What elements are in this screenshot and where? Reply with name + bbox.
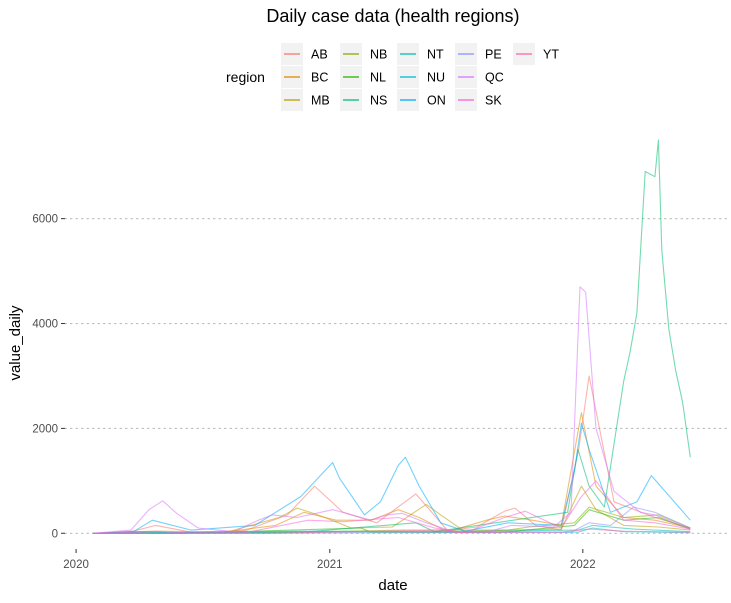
legend-entry-nu: NU [397, 66, 445, 88]
legend-label: NB [370, 48, 387, 62]
x-tick-label: 2022 [570, 559, 596, 571]
x-tick-label: 2020 [63, 559, 89, 571]
legend-label: YT [543, 48, 559, 62]
legend-entry-ns: NS [340, 89, 387, 111]
legend-label: NS [370, 94, 387, 108]
series-line-qc [92, 286, 691, 534]
legend-entry-yt: YT [513, 43, 559, 65]
y-tick-label: 0 [52, 528, 58, 540]
legend-label: SK [485, 94, 502, 108]
y-tick-label: 4000 [32, 319, 58, 331]
legend-label: QC [485, 71, 504, 85]
legend-title: region [226, 69, 265, 85]
legend-entry-nt: NT [397, 43, 444, 65]
y-axis: 0 2000 4000 6000 [32, 214, 65, 540]
legend-entry-pe: PE [455, 43, 502, 65]
legend-entry-bc: BC [281, 66, 328, 88]
legend-entry-sk: SK [455, 89, 502, 111]
series-line-ns [92, 139, 691, 534]
series-line-sk [92, 480, 691, 534]
legend-label: NT [427, 48, 444, 62]
series-line-nl [92, 509, 691, 534]
chart-title: Daily case data (health regions) [266, 6, 519, 26]
legend-entry-on: ON [397, 89, 446, 111]
legend-label: NL [370, 71, 386, 85]
legend-label: BC [311, 71, 328, 85]
legend-entry-nb: NB [340, 43, 387, 65]
legend-entry-qc: QC [455, 66, 504, 88]
series-line-yt [92, 528, 691, 534]
y-axis-title: value_daily [7, 305, 24, 381]
legend: region AB BC MB NB NL NS NT NU ON PE QC SK YT [226, 43, 559, 111]
x-axis-title: date [378, 577, 407, 594]
legend-entry-mb: MB [281, 89, 330, 111]
x-axis: 2020 2021 2022 [63, 549, 596, 571]
legend-entry-nl: NL [340, 66, 386, 88]
y-tick-label: 6000 [32, 214, 58, 226]
legend-label: ON [427, 94, 446, 108]
legend-label: PE [485, 48, 502, 62]
legend-label: AB [311, 48, 328, 62]
legend-label: NU [427, 71, 445, 85]
legend-label: MB [311, 94, 330, 108]
legend-entry-ab: AB [281, 43, 328, 65]
y-tick-label: 2000 [32, 423, 58, 435]
x-tick-label: 2021 [317, 559, 343, 571]
